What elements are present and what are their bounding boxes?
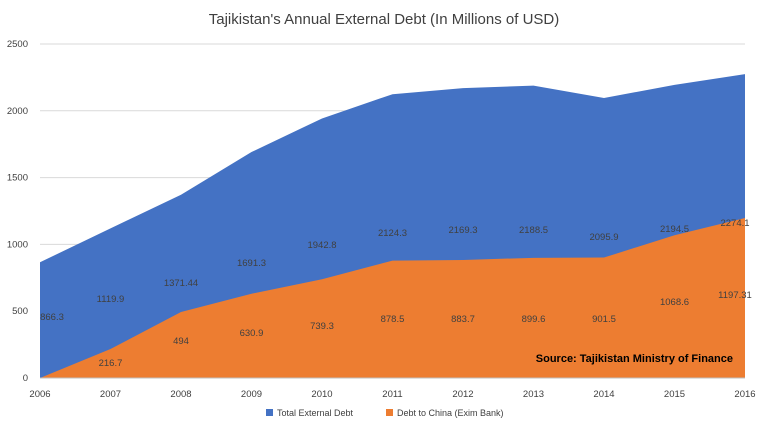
data-label-total: 866.3 xyxy=(40,312,64,323)
x-tick-label: 2015 xyxy=(664,389,685,400)
x-tick-label: 2012 xyxy=(452,389,473,400)
legend-swatch xyxy=(386,409,393,416)
data-label-china: 630.9 xyxy=(240,328,264,339)
y-tick-label: 500 xyxy=(12,306,28,317)
data-label-total: 1691.3 xyxy=(237,258,266,269)
data-label-china: 1197.31 xyxy=(718,290,752,301)
x-tick-label: 2008 xyxy=(170,389,191,400)
data-label-china: 901.5 xyxy=(592,314,616,325)
data-label-total: 2274.1 xyxy=(720,218,749,229)
data-label-total: 2188.5 xyxy=(519,225,548,236)
x-tick-label: 2014 xyxy=(593,389,614,400)
x-tick-label: 2013 xyxy=(523,389,544,400)
data-label-total: 1942.8 xyxy=(307,240,336,251)
y-tick-label: 2000 xyxy=(7,106,28,117)
data-label-china: 739.3 xyxy=(310,321,334,332)
data-label-china: 216.7 xyxy=(99,358,123,369)
area-series xyxy=(40,74,745,378)
y-tick-label: 1000 xyxy=(7,239,28,250)
area-debt-to-china xyxy=(40,218,745,378)
data-label-total: 2095.9 xyxy=(589,232,618,243)
y-tick-label: 1500 xyxy=(7,173,28,184)
x-tick-label: 2011 xyxy=(382,389,402,400)
y-tick-label: 2500 xyxy=(7,39,28,50)
legend-label: Total External Debt xyxy=(277,408,354,418)
x-tick-label: 2016 xyxy=(734,389,755,400)
source-annotation: Source: Tajikistan Ministry of Finance xyxy=(536,353,733,365)
data-label-china: 1068.6 xyxy=(660,297,689,308)
legend-swatch xyxy=(266,409,273,416)
x-tick-label: 2006 xyxy=(29,389,50,400)
axes: 0 500 1000 1500 2000 2500 2006 2007 2008 2009 2010… xyxy=(7,39,756,400)
data-label-total: 1371.44 xyxy=(164,278,198,289)
data-label-china: 494 xyxy=(173,336,189,347)
y-tick-label: 0 xyxy=(23,373,28,384)
legend-label: Debt to China (Exim Bank) xyxy=(397,408,504,418)
data-label-total: 1119.9 xyxy=(97,294,125,305)
x-tick-label: 2009 xyxy=(241,389,262,400)
data-label-china: 883.7 xyxy=(451,314,475,325)
data-label-china: 899.6 xyxy=(522,314,546,325)
data-label-total: 2169.3 xyxy=(448,225,477,236)
data-label-total: 2124.3 xyxy=(378,228,407,239)
x-tick-label: 2007 xyxy=(100,389,121,400)
data-label-total: 2194.5 xyxy=(660,224,689,235)
legend: Total External Debt Debt to China (Exim B… xyxy=(266,408,504,418)
x-tick-label: 2010 xyxy=(311,389,332,400)
chart-title: Tajikistan's Annual External Debt (In Mi… xyxy=(209,11,560,28)
data-label-china: 878.5 xyxy=(381,314,405,325)
data-labels: 866.3 1119.9 1371.44 1691.3 1942.8 2124.3 2169… xyxy=(40,218,752,369)
